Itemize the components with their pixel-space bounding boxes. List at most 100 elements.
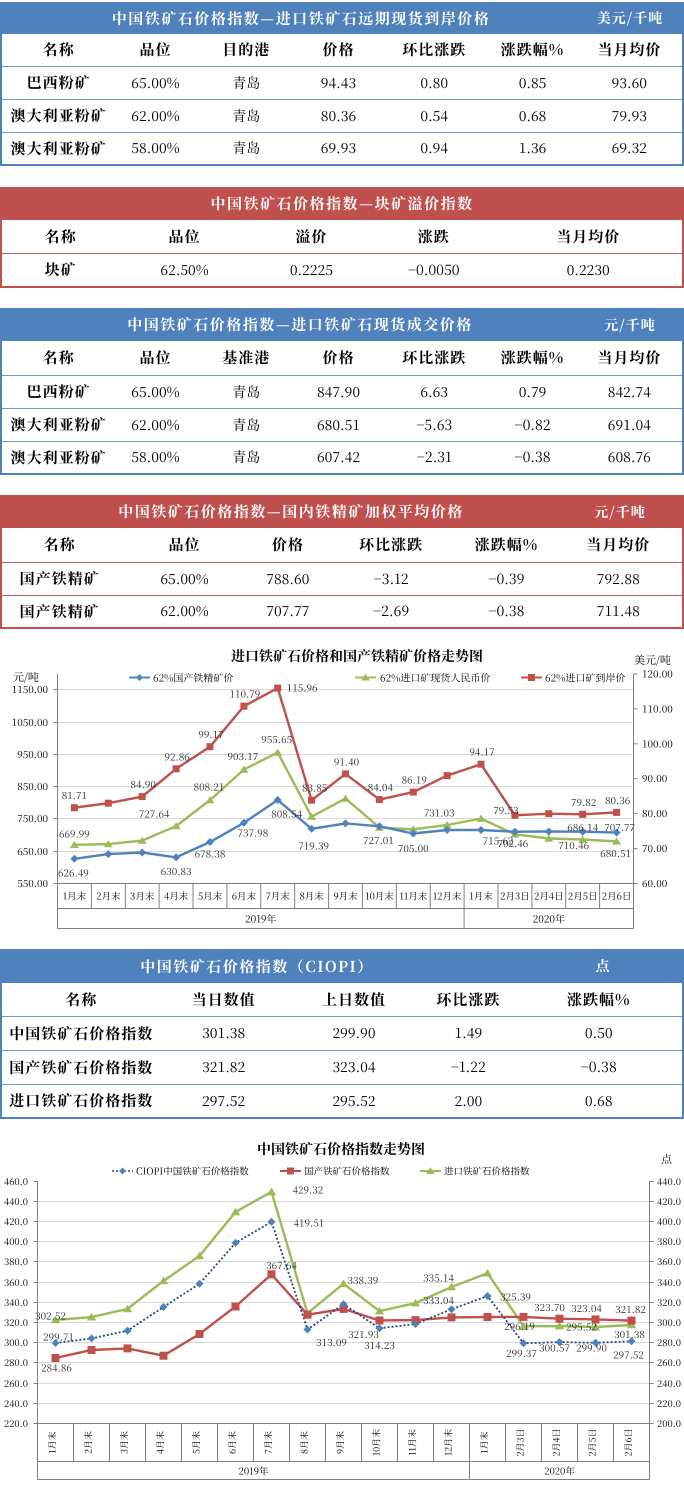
svg-text:705.00: 705.00 (398, 840, 429, 855)
svg-text:7月末: 7月末 (262, 1431, 275, 1454)
svg-text:325.39: 325.39 (500, 1289, 531, 1304)
svg-text:295.52: 295.52 (566, 1319, 597, 1334)
svg-text:715.62: 715.62 (483, 833, 514, 848)
svg-text:419.51: 419.51 (294, 1214, 325, 1229)
svg-text:678.38: 678.38 (195, 846, 226, 861)
svg-text:美元/吨: 美元/吨 (634, 652, 671, 668)
svg-text:2月6日: 2月6日 (622, 1428, 635, 1456)
svg-text:6月末: 6月末 (226, 1431, 239, 1454)
svg-text:10月末: 10月末 (370, 1429, 383, 1456)
svg-text:1月末: 1月末 (478, 1431, 491, 1453)
svg-text:99.17: 99.17 (198, 726, 223, 741)
svg-text:110.00: 110.00 (642, 700, 673, 715)
svg-text:440.0: 440.0 (657, 1174, 681, 1188)
svg-text:686.14: 686.14 (567, 819, 598, 834)
svg-text:84.90: 84.90 (131, 776, 157, 791)
svg-text:60.00: 60.00 (642, 875, 668, 890)
svg-text:86.19: 86.19 (402, 772, 427, 787)
svg-text:2019年: 2019年 (239, 1464, 269, 1478)
svg-text:2月5日: 2月5日 (568, 889, 598, 903)
svg-text:220.0: 220.0 (4, 1416, 28, 1430)
svg-text:83.85: 83.85 (302, 780, 327, 795)
svg-text:299.71: 299.71 (43, 1329, 74, 1344)
svg-text:707.77: 707.77 (604, 819, 635, 834)
svg-text:1150.00: 1150.00 (12, 681, 49, 696)
svg-text:62%进口矿到岸价: 62%进口矿到岸价 (545, 670, 625, 685)
svg-text:903.17: 903.17 (228, 748, 259, 763)
svg-text:11月末: 11月末 (399, 889, 427, 903)
svg-text:2月末: 2月末 (96, 889, 121, 903)
svg-text:727.01: 727.01 (363, 832, 394, 847)
svg-text:元/吨: 元/吨 (13, 669, 39, 685)
svg-text:321.93: 321.93 (348, 1326, 379, 1341)
svg-text:380.0: 380.0 (657, 1234, 681, 1248)
svg-text:321.82: 321.82 (615, 1301, 646, 1316)
svg-text:400.0: 400.0 (657, 1214, 681, 1228)
svg-text:79.53: 79.53 (493, 802, 518, 817)
svg-text:4月末: 4月末 (154, 1431, 167, 1454)
svg-text:2月3日: 2月3日 (514, 1428, 527, 1456)
svg-text:2月5日: 2月5日 (586, 1428, 599, 1456)
svg-text:260.0: 260.0 (657, 1355, 681, 1369)
svg-text:CIOPI中国铁矿石价格指数: CIOPI中国铁矿石价格指数 (136, 1164, 249, 1178)
svg-text:2月末: 2月末 (82, 1431, 95, 1454)
svg-text:3月末: 3月末 (118, 1431, 131, 1454)
svg-text:300.57: 300.57 (539, 1340, 570, 1355)
svg-text:680.51: 680.51 (600, 845, 631, 860)
svg-text:4月末: 4月末 (164, 889, 189, 903)
svg-text:9月末: 9月末 (333, 889, 358, 903)
svg-text:300.0: 300.0 (4, 1335, 28, 1349)
svg-text:92.86: 92.86 (164, 748, 190, 763)
svg-text:737.98: 737.98 (238, 824, 269, 839)
svg-text:284.86: 284.86 (41, 1360, 72, 1375)
svg-text:200.0: 200.0 (657, 1416, 681, 1430)
svg-text:62%进口矿现货人民币价: 62%进口矿现货人民币价 (380, 670, 490, 685)
svg-text:300.0: 300.0 (657, 1315, 681, 1329)
svg-text:296.19: 296.19 (504, 1318, 535, 1333)
svg-text:1月末: 1月末 (469, 889, 493, 903)
svg-text:6月末: 6月末 (232, 889, 257, 903)
svg-text:240.0: 240.0 (657, 1376, 681, 1390)
svg-text:710.46: 710.46 (558, 837, 589, 852)
svg-text:10月末: 10月末 (365, 889, 394, 903)
svg-text:2020年: 2020年 (533, 911, 565, 926)
svg-text:313.09: 313.09 (316, 1334, 347, 1349)
svg-text:94.17: 94.17 (469, 744, 494, 759)
svg-text:550.00: 550.00 (17, 875, 48, 890)
svg-text:115.96: 115.96 (287, 680, 318, 695)
svg-text:2月6日: 2月6日 (602, 889, 632, 903)
svg-text:2019年: 2019年 (245, 911, 276, 926)
svg-text:338.39: 338.39 (348, 1272, 379, 1287)
svg-text:260.0: 260.0 (4, 1376, 28, 1390)
svg-text:70.00: 70.00 (642, 840, 668, 855)
svg-text:240.0: 240.0 (4, 1396, 28, 1410)
svg-text:62%国产铁精矿价: 62%国产铁精矿价 (153, 670, 233, 685)
svg-text:727.64: 727.64 (139, 806, 170, 821)
svg-text:301.38: 301.38 (614, 1326, 645, 1341)
svg-text:731.03: 731.03 (424, 805, 455, 820)
svg-text:750.00: 750.00 (17, 810, 48, 825)
svg-text:2020年: 2020年 (544, 1464, 575, 1478)
svg-text:5月末: 5月末 (198, 889, 223, 903)
svg-text:650.00: 650.00 (17, 843, 48, 858)
svg-text:719.39: 719.39 (298, 837, 329, 852)
svg-text:323.70: 323.70 (534, 1299, 565, 1314)
svg-text:220.0: 220.0 (657, 1396, 681, 1410)
svg-text:90.00: 90.00 (642, 770, 668, 785)
svg-text:11月末: 11月末 (406, 1429, 419, 1455)
svg-text:630.83: 630.83 (161, 863, 192, 878)
svg-text:299.37: 299.37 (506, 1345, 537, 1360)
svg-text:808.54: 808.54 (271, 806, 302, 821)
svg-text:2月4日: 2月4日 (534, 889, 564, 903)
svg-text:100.00: 100.00 (642, 735, 673, 750)
svg-text:进口铁矿石价格和国产铁精矿价格走势图: 进口铁矿石价格和国产铁精矿价格走势图 (231, 646, 483, 666)
svg-text:297.52: 297.52 (613, 1347, 644, 1362)
svg-text:点: 点 (661, 1151, 672, 1167)
svg-text:440.0: 440.0 (4, 1194, 28, 1208)
svg-text:320.0: 320.0 (4, 1315, 28, 1329)
svg-text:80.00: 80.00 (642, 805, 668, 820)
svg-text:320.0: 320.0 (657, 1295, 681, 1309)
svg-text:460.0: 460.0 (4, 1174, 28, 1188)
svg-text:1月末: 1月末 (63, 889, 87, 903)
svg-text:8月末: 8月末 (298, 1431, 311, 1454)
